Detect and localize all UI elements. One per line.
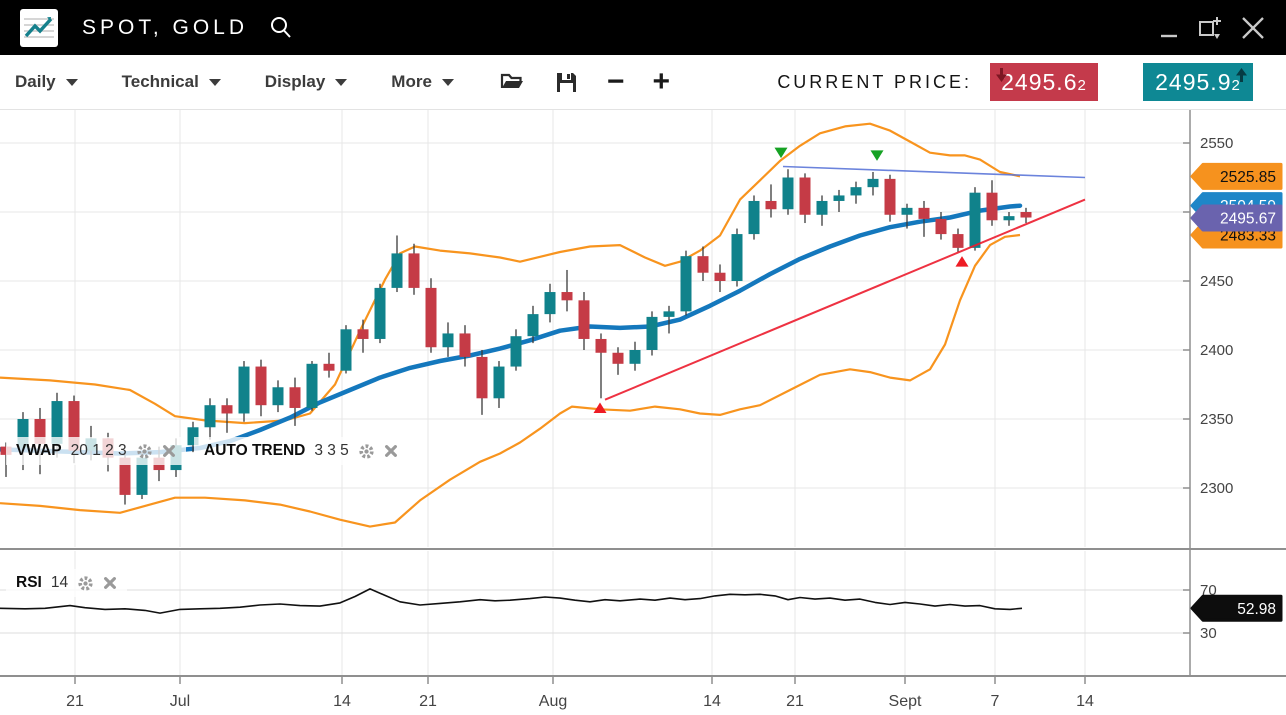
svg-text:2495.67: 2495.67	[1220, 210, 1276, 227]
menu-technical-label: Technical	[121, 72, 199, 91]
zoom-in-button[interactable]: +	[652, 65, 670, 98]
svg-text:21: 21	[66, 693, 84, 710]
minimize-icon[interactable]	[1158, 15, 1180, 41]
menu-display-label: Display	[264, 72, 326, 91]
svg-text:Sept: Sept	[889, 693, 922, 710]
chevron-down-icon	[441, 78, 454, 86]
rsi-indicator-name: RSI	[16, 574, 42, 591]
ask-price-subdigit: 2	[1231, 76, 1241, 94]
auto-trend-indicator-legend: AUTO TREND 3 3 5	[194, 437, 408, 465]
auto-trend-indicator-name: AUTO TREND	[204, 442, 306, 459]
svg-text:21: 21	[786, 693, 804, 710]
remove-indicator-icon[interactable]	[384, 444, 398, 458]
svg-text:2550: 2550	[1200, 135, 1233, 152]
chevron-down-icon	[208, 78, 221, 86]
search-icon[interactable]	[268, 15, 294, 41]
rsi-indicator-legend: RSI 14	[6, 569, 128, 597]
svg-text:7: 7	[991, 693, 1000, 710]
ask-price-box[interactable]: 2495.92	[1143, 63, 1253, 101]
svg-text:2350: 2350	[1200, 411, 1233, 428]
menu-more[interactable]: More	[391, 72, 454, 92]
close-icon[interactable]	[1240, 15, 1266, 41]
app-logo-icon	[20, 8, 58, 47]
svg-text:2483.33: 2483.33	[1220, 228, 1276, 245]
toolbar: Daily Technical Display More − + CURRENT…	[0, 55, 1286, 110]
chevron-down-icon	[335, 78, 348, 86]
ask-price-value: 2495.9	[1155, 68, 1232, 95]
zoom-out-button[interactable]: −	[606, 65, 625, 98]
auto-trend-indicator-params: 3 3 5	[314, 442, 349, 459]
svg-text:Jul: Jul	[170, 693, 190, 710]
svg-text:21: 21	[419, 693, 437, 710]
menu-display[interactable]: Display	[264, 72, 348, 92]
menu-timeframe[interactable]: Daily	[15, 72, 78, 92]
svg-text:Aug: Aug	[539, 693, 567, 710]
svg-text:2525.85: 2525.85	[1220, 169, 1276, 186]
svg-text:14: 14	[703, 693, 721, 710]
svg-text:2450: 2450	[1200, 273, 1233, 290]
vwap-indicator-name: VWAP	[16, 442, 62, 459]
open-folder-icon[interactable]	[498, 70, 526, 94]
svg-text:14: 14	[333, 693, 351, 710]
arrow-up-icon	[1235, 67, 1248, 88]
bid-price-subdigit: 2	[1077, 76, 1087, 94]
svg-text:2300: 2300	[1200, 480, 1233, 497]
restore-window-icon[interactable]	[1196, 15, 1224, 41]
menu-technical[interactable]: Technical	[122, 72, 221, 92]
vwap-indicator-legend: VWAP 20 1 2 3	[6, 437, 186, 465]
remove-indicator-icon[interactable]	[103, 576, 117, 590]
arrow-down-icon	[995, 67, 1008, 88]
bid-price-box[interactable]: 2495.62	[990, 63, 1098, 101]
svg-text:52.98: 52.98	[1237, 601, 1276, 618]
gear-icon[interactable]	[136, 443, 153, 460]
save-icon[interactable]	[554, 70, 579, 95]
gear-icon[interactable]	[358, 443, 375, 460]
current-price-label: CURRENT PRICE:	[777, 71, 972, 92]
svg-text:14: 14	[1076, 693, 1094, 710]
bid-price-value: 2495.6	[1001, 68, 1078, 95]
window-controls	[1158, 15, 1266, 41]
gear-icon[interactable]	[77, 575, 94, 592]
chevron-down-icon	[65, 78, 78, 86]
menu-more-label: More	[391, 72, 432, 91]
rsi-indicator-params: 14	[50, 574, 69, 591]
title-bar: SPOT, GOLD	[0, 0, 1286, 55]
remove-indicator-icon[interactable]	[162, 444, 176, 458]
symbol-title: SPOT, GOLD	[82, 15, 249, 39]
menu-timeframe-label: Daily	[15, 72, 56, 91]
svg-text:70: 70	[1200, 582, 1217, 599]
svg-text:2400: 2400	[1200, 342, 1233, 359]
svg-text:30: 30	[1200, 625, 1217, 642]
vwap-indicator-params: 20 1 2 3	[70, 442, 127, 459]
